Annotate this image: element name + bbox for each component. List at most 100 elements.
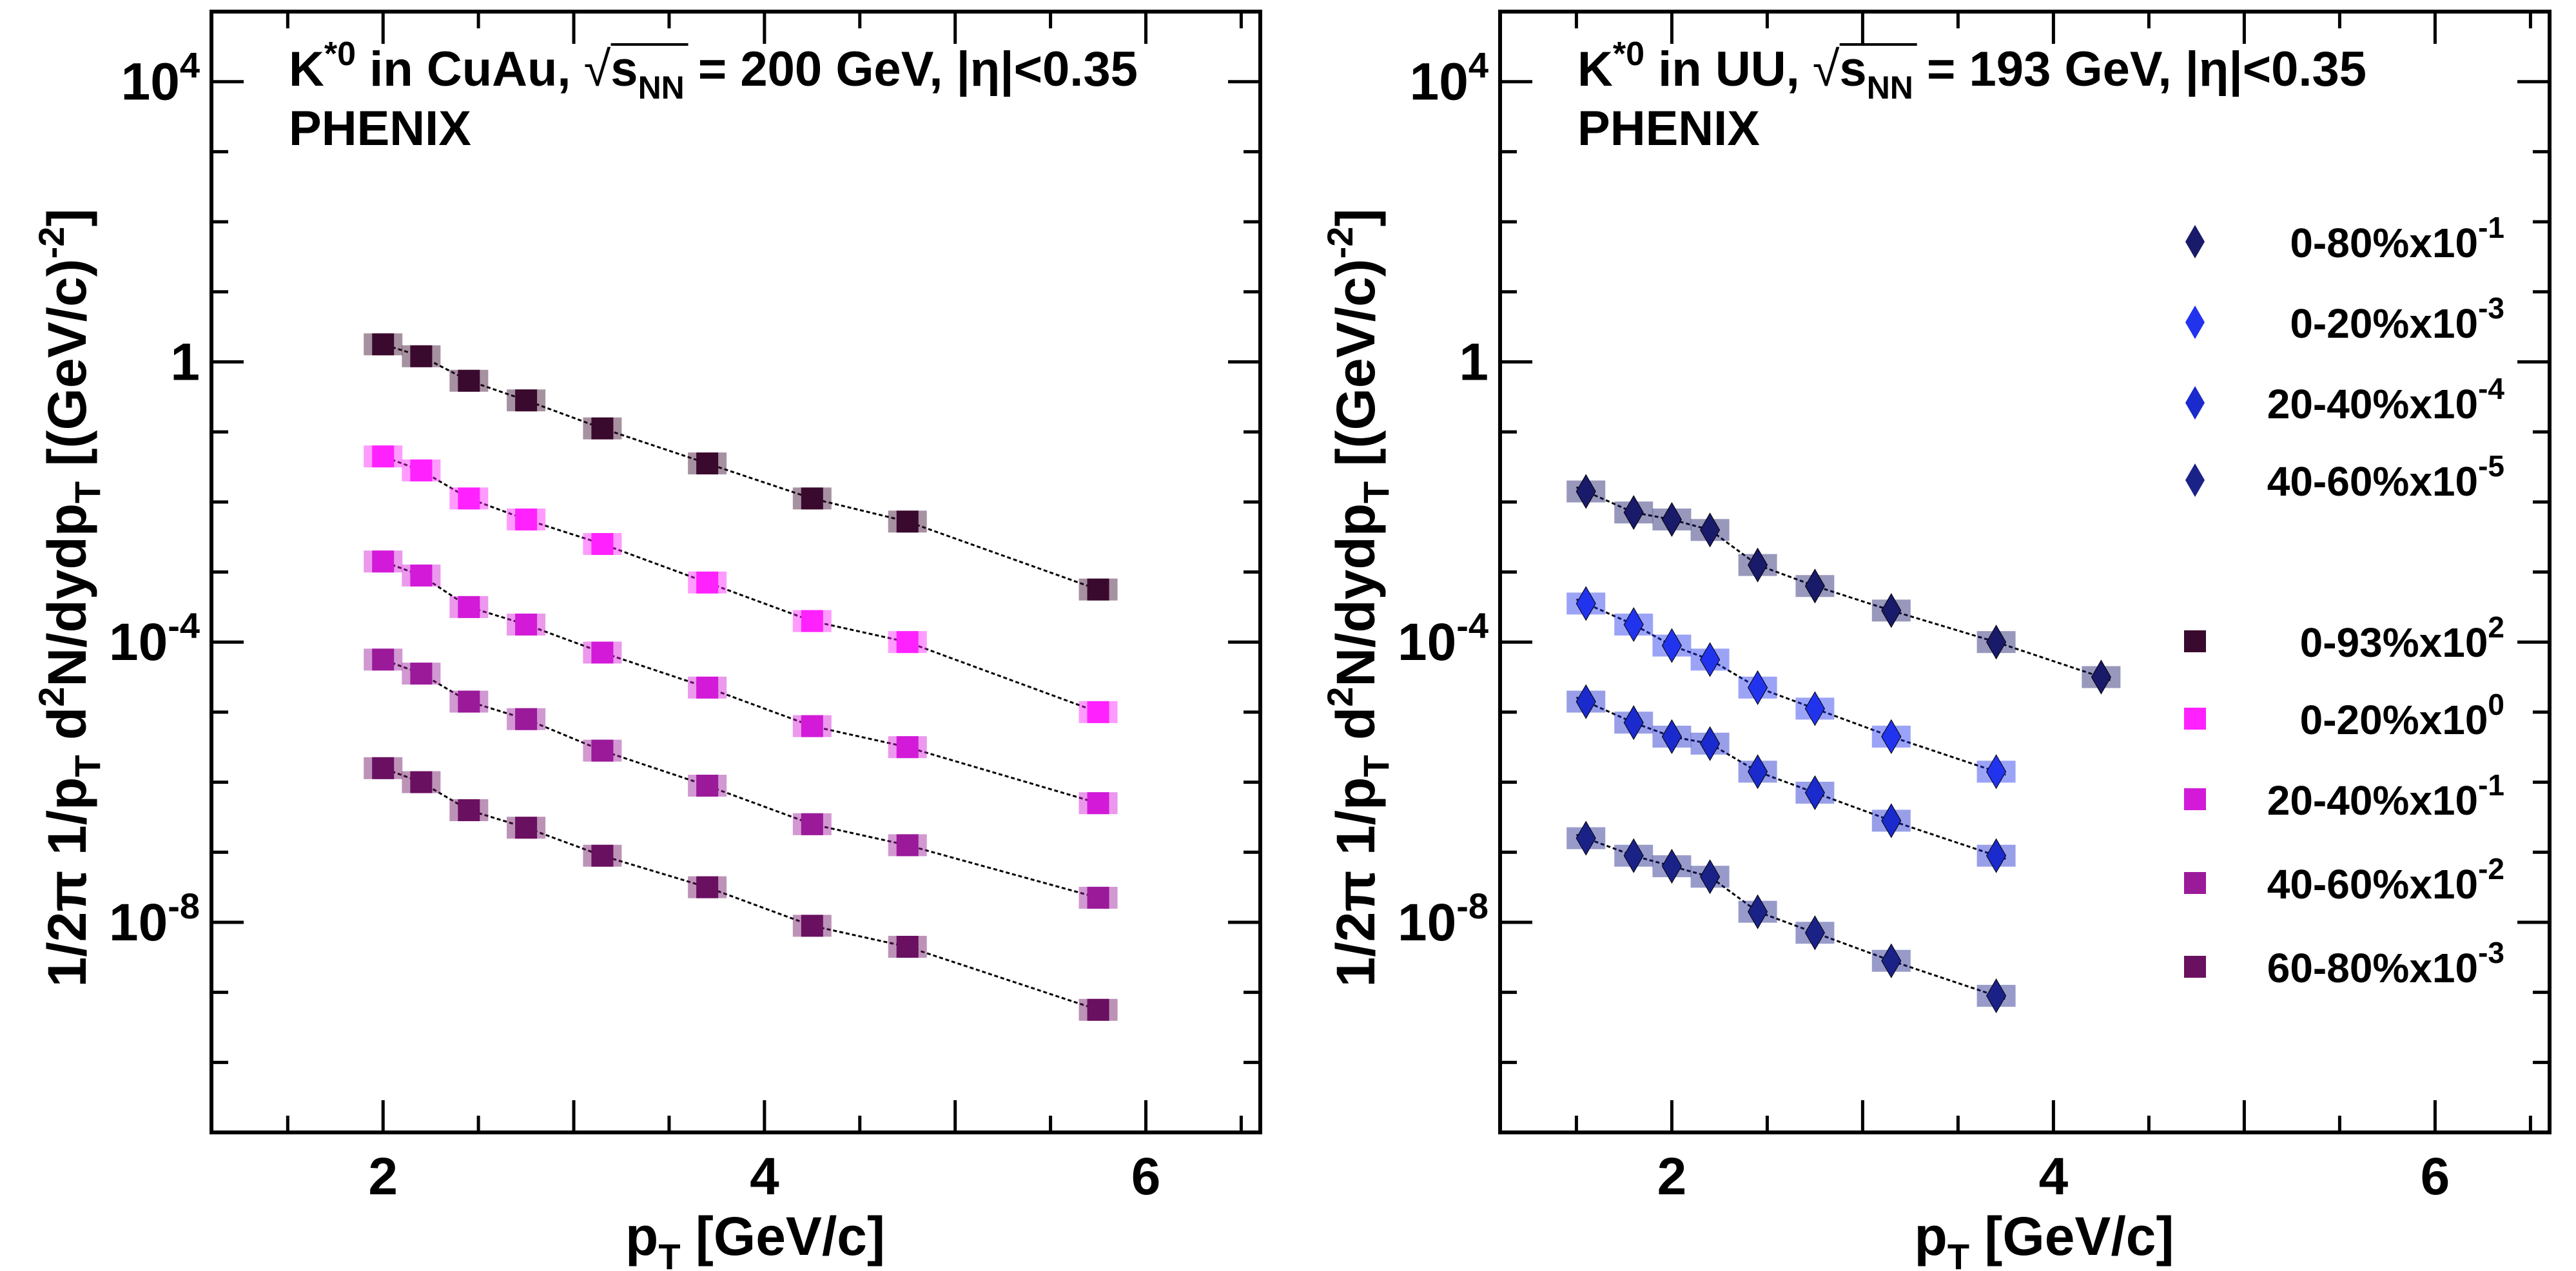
legend-marker <box>2184 630 2206 652</box>
legend-label: 20-40%x10-4 <box>2267 372 2505 427</box>
data-point <box>696 571 719 594</box>
x-axis-title: pT [GeV/c] <box>1915 1206 2174 1271</box>
data-point <box>801 610 823 632</box>
data-point <box>1087 998 1109 1021</box>
data-point <box>591 417 614 440</box>
data-point <box>458 799 480 822</box>
data-point <box>896 631 919 654</box>
y-tick-label: 10-4 <box>109 605 200 672</box>
data-point <box>591 844 614 867</box>
x-tick-label: 6 <box>2421 1147 2450 1206</box>
panel-1: 2 4 6 1 104 10-4 10-8 pT [GeV/c] 1/2π 1/pT d2N/d… <box>31 10 1262 1271</box>
x-tick-label: 4 <box>750 1147 779 1206</box>
legend-marker <box>2184 956 2206 978</box>
x-tick-label: 2 <box>1657 1147 1687 1206</box>
data-point <box>696 774 719 797</box>
data-point <box>1087 886 1109 909</box>
data-point <box>1986 838 2007 873</box>
data-point <box>410 345 433 367</box>
data-point <box>1700 642 1721 677</box>
data-point <box>591 739 614 762</box>
data-point <box>372 757 395 779</box>
legend-marker <box>2185 386 2205 420</box>
data-point <box>591 533 614 556</box>
panel-title: K*0 in UU, <box>1577 35 1800 97</box>
series-1 <box>1566 474 2121 695</box>
fit-curve <box>1576 598 2006 776</box>
experiment-label: PHENIX <box>1577 101 1760 156</box>
data-point <box>1748 894 1768 929</box>
legend-marker <box>2185 463 2205 497</box>
legend-label: 0-20%x10-3 <box>2290 291 2504 347</box>
data-point <box>1576 586 1596 621</box>
data-point <box>458 596 480 618</box>
y-tick-label: 104 <box>1410 45 1488 112</box>
data-point <box>458 690 480 713</box>
data-point <box>515 508 538 530</box>
data-point <box>372 550 395 573</box>
data-point <box>1700 726 1721 761</box>
series-3 <box>1566 684 2016 873</box>
legend-label: 40-60%x10-5 <box>2267 449 2504 505</box>
data-point <box>801 813 823 835</box>
data-point <box>1661 628 1682 663</box>
data-point <box>1748 754 1768 790</box>
x-axis-title: pT [GeV/c] <box>625 1206 885 1271</box>
legend-label: 20-40%x10-1 <box>2267 768 2504 824</box>
data-point <box>1986 754 2007 790</box>
data-point <box>801 487 823 510</box>
data-point <box>896 834 919 857</box>
data-point <box>1804 691 1825 726</box>
sqrt-s: √sNN = 193 GeV, |η|<0.35 <box>1813 42 2366 106</box>
data-point <box>1623 495 1644 530</box>
data-point <box>1623 705 1644 741</box>
y-axis-title: 1/2π 1/pT d2N/dydpT [(GeV/c)-2] <box>1320 209 1396 987</box>
data-point <box>1881 719 1902 754</box>
data-point <box>696 876 719 898</box>
x-tick-label: 4 <box>2039 1147 2069 1206</box>
data-point <box>1661 719 1682 754</box>
data-point <box>1087 792 1109 815</box>
data-point <box>1087 701 1109 723</box>
data-point <box>696 676 719 699</box>
data-point <box>591 641 614 664</box>
data-point <box>1576 474 1596 509</box>
y-tick-label: 10-8 <box>1398 886 1488 952</box>
data-point <box>1804 915 1825 951</box>
experiment-label: PHENIX <box>289 101 471 156</box>
y-tick-label: 10-8 <box>109 886 200 952</box>
legend-marker <box>2185 306 2205 339</box>
fit-curve <box>1576 833 2006 1000</box>
data-point <box>458 487 480 510</box>
series-2 <box>364 445 1118 723</box>
y-axis-title: 1/2π 1/pT d2N/dydpT [(GeV/c)-2] <box>31 209 108 987</box>
data-point <box>1748 670 1768 705</box>
data-point <box>801 915 823 937</box>
data-point <box>410 459 433 481</box>
data-point <box>1986 625 2007 660</box>
legend-label: 0-20%x100 <box>2300 688 2504 743</box>
data-point <box>696 452 719 475</box>
data-point <box>515 708 538 730</box>
data-point <box>896 510 919 533</box>
legend-marker <box>2184 788 2206 810</box>
data-point <box>1986 978 2007 1014</box>
legend-label: 0-80%x10-1 <box>2290 211 2504 266</box>
legend: 0-80%x10-1 0-20%x10-3 20-40%x10-4 40-60%x10… <box>2184 211 2504 991</box>
data-point <box>410 564 433 587</box>
data-point <box>2091 659 2111 695</box>
data-point <box>801 715 823 737</box>
series-4 <box>1566 820 2016 1014</box>
data-point <box>1576 820 1596 856</box>
data-point <box>1623 607 1644 643</box>
data-point <box>1700 859 1721 895</box>
panel-title: K*0 in CuAu, <box>289 35 571 97</box>
legend-label: 0-93%x102 <box>2300 610 2504 666</box>
data-point <box>515 614 538 636</box>
data-point <box>410 771 433 793</box>
data-point <box>1661 501 1682 537</box>
data-point <box>515 389 538 412</box>
data-point <box>1661 848 1682 884</box>
data-point <box>1804 568 1825 604</box>
fit-curve <box>1576 696 2006 860</box>
